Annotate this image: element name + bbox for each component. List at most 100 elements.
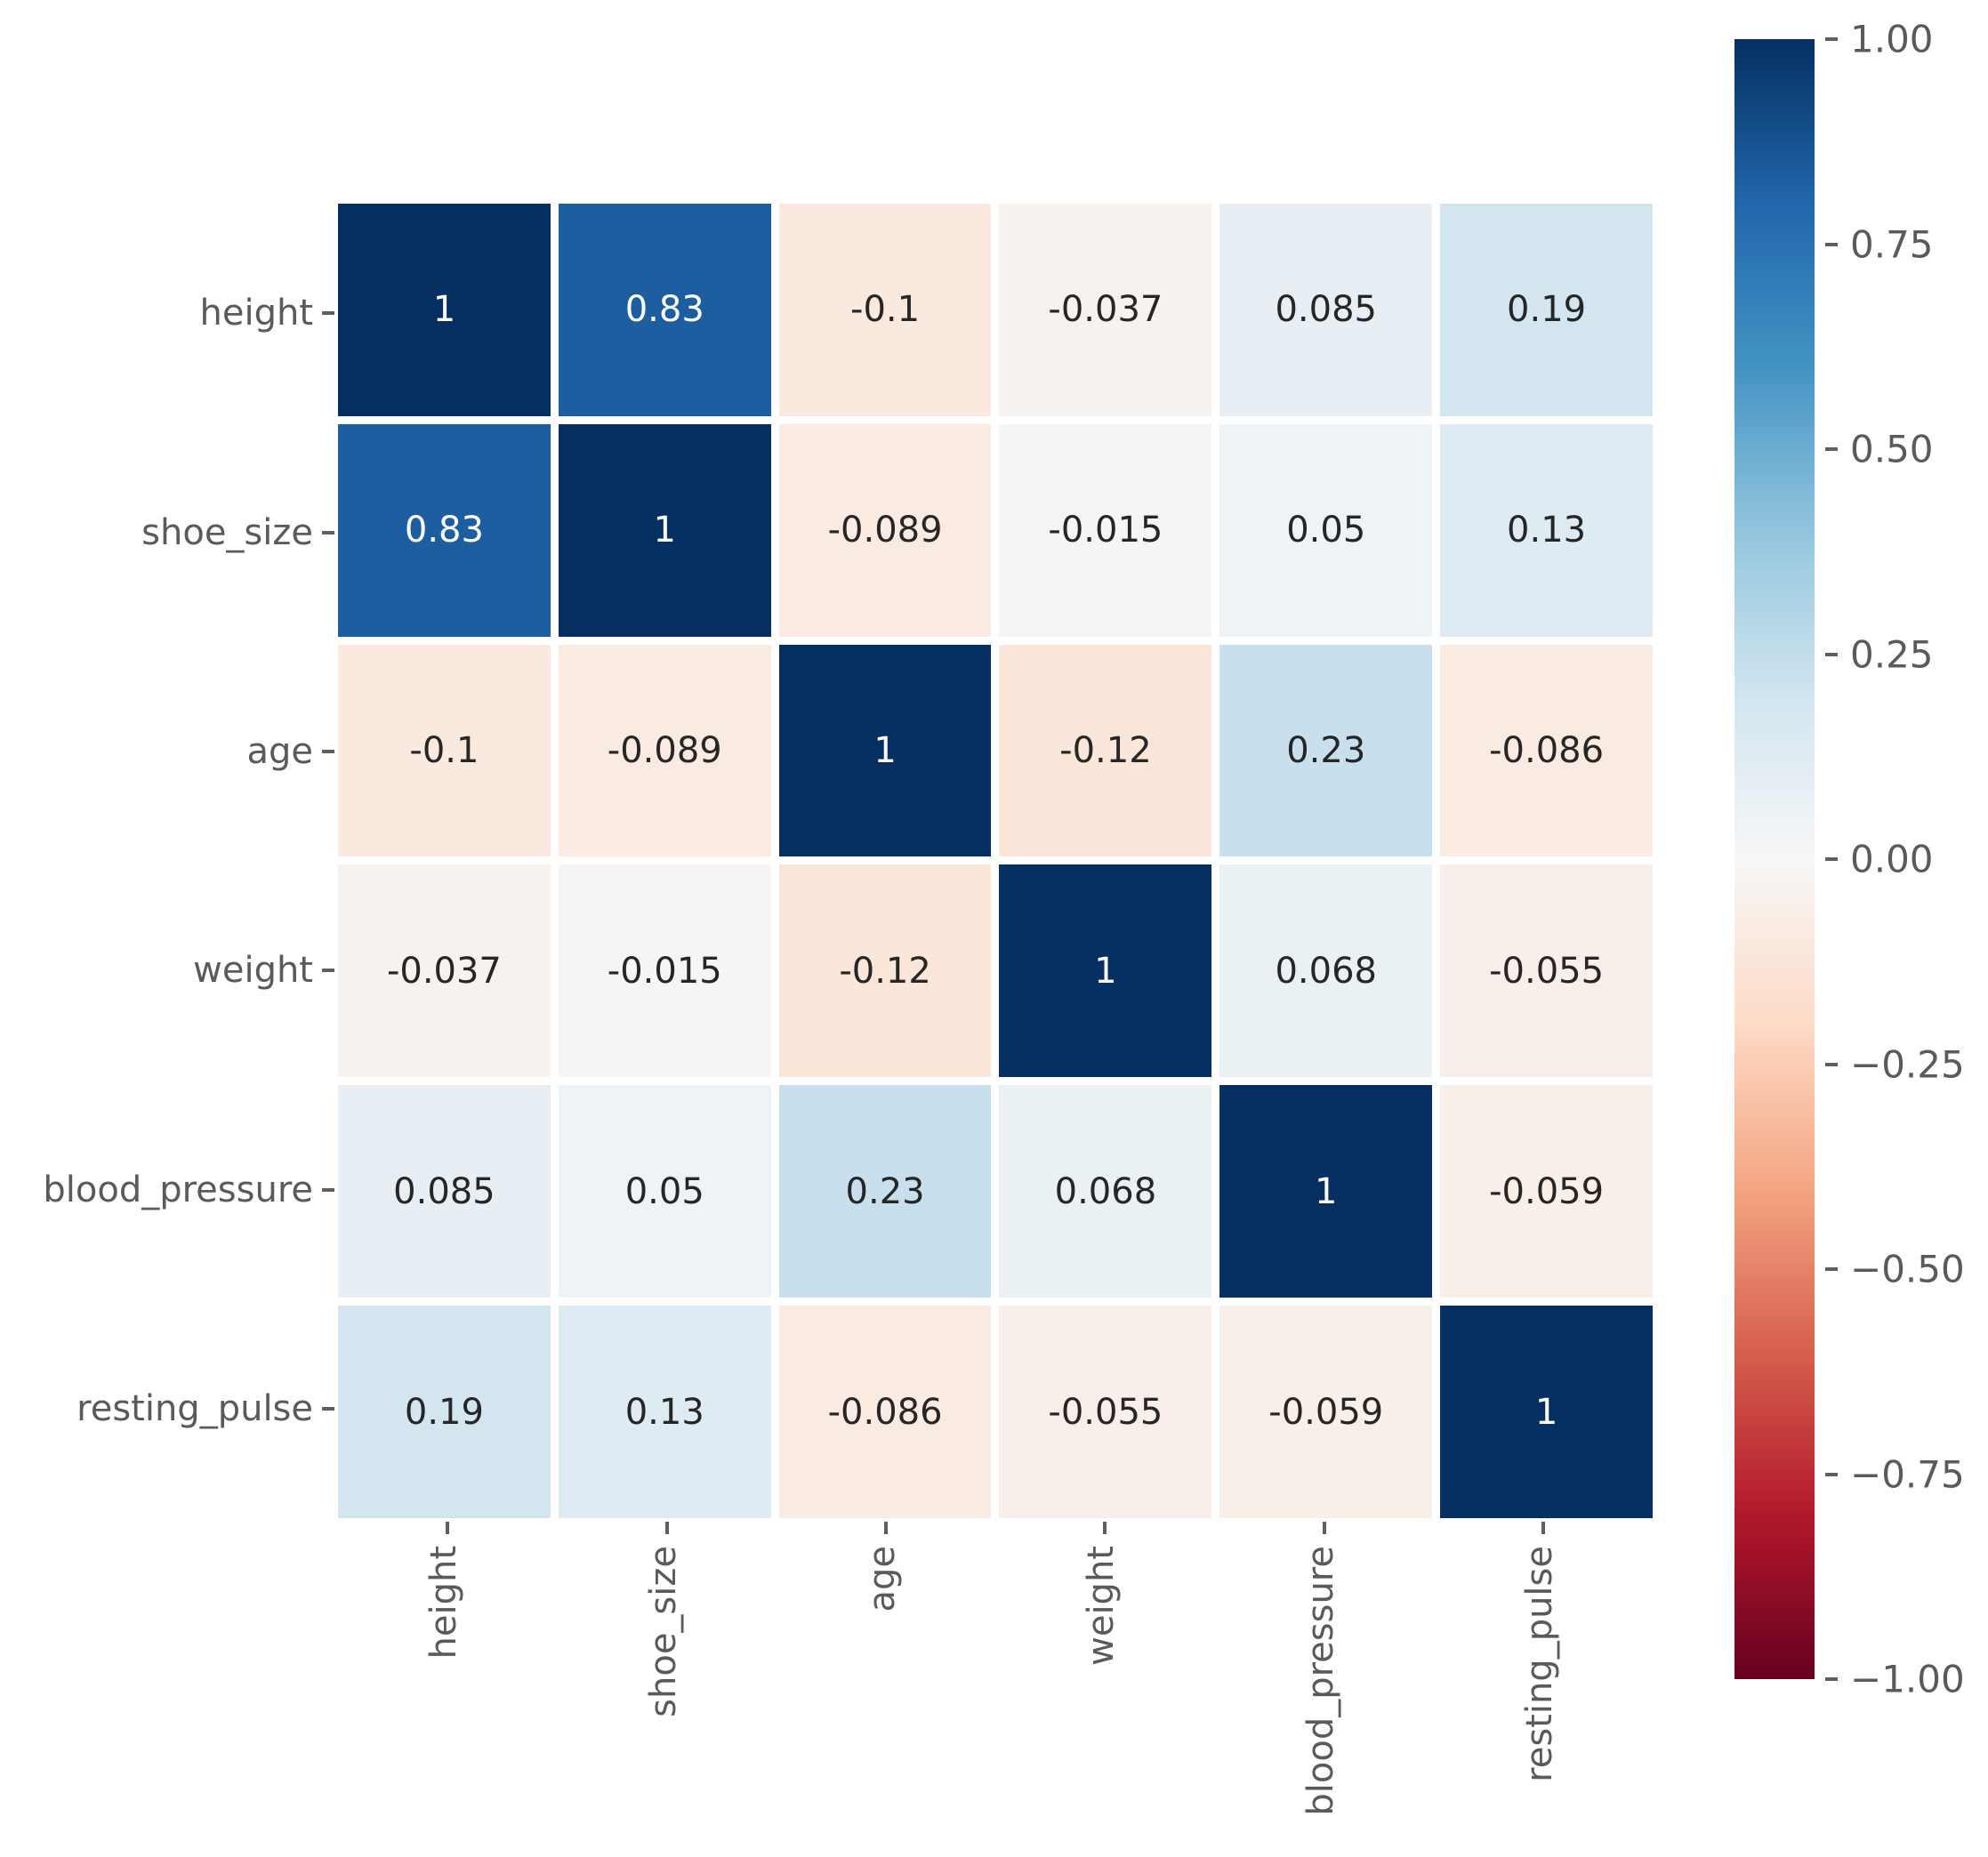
heatmap-cell-resting_pulse-height: 0.19 bbox=[338, 1306, 551, 1518]
heatmap-cell-shoe_size-shoe_size: 1 bbox=[558, 423, 771, 637]
x-tick-label-resting_pulse: resting_pulse bbox=[1518, 1546, 1560, 1782]
cell-value: 1 bbox=[873, 730, 897, 772]
y-tick-mark bbox=[322, 1187, 334, 1192]
heatmap-cell-height-height: 1 bbox=[338, 204, 551, 416]
cell-value: -0.055 bbox=[1489, 950, 1605, 992]
cell-value: -0.086 bbox=[1489, 730, 1605, 772]
cell-value: 0.085 bbox=[393, 1170, 495, 1212]
y-tick-mark bbox=[322, 530, 334, 535]
cell-value: -0.037 bbox=[1048, 289, 1163, 331]
colorbar-tick-label: 0.50 bbox=[1850, 427, 1934, 471]
x-tick-label-age: age bbox=[861, 1546, 903, 1612]
heatmap-cell-age-weight: -0.12 bbox=[999, 644, 1212, 857]
y-tick-label-shoe_size: shoe_size bbox=[141, 511, 313, 553]
y-tick-mark bbox=[322, 1406, 334, 1411]
heatmap-cell-shoe_size-resting_pulse: 0.13 bbox=[1440, 423, 1653, 637]
colorbar-tick-mark bbox=[1825, 1062, 1838, 1066]
cell-value: 0.05 bbox=[624, 1170, 704, 1212]
cell-value: 0.13 bbox=[1507, 510, 1587, 551]
heatmap-cell-shoe_size-blood_pressure: 0.05 bbox=[1219, 423, 1433, 637]
y-tick-label-resting_pulse: resting_pulse bbox=[76, 1387, 313, 1429]
colorbar-tick-mark bbox=[1825, 242, 1838, 246]
heatmap-cell-blood_pressure-height: 0.085 bbox=[338, 1085, 551, 1298]
heatmap-cell-blood_pressure-blood_pressure: 1 bbox=[1219, 1085, 1433, 1298]
colorbar-tick-mark bbox=[1825, 857, 1838, 861]
cell-value: -0.1 bbox=[409, 730, 479, 772]
colorbar-tick-mark bbox=[1825, 652, 1838, 656]
heatmap-cell-blood_pressure-age: 0.23 bbox=[778, 1085, 992, 1298]
cell-value: -0.037 bbox=[386, 950, 502, 992]
heatmap-cell-resting_pulse-weight: -0.055 bbox=[999, 1306, 1212, 1518]
heatmap-cell-weight-age: -0.12 bbox=[778, 864, 992, 1078]
y-tick-label-weight: weight bbox=[193, 950, 313, 992]
y-tick-label-age: age bbox=[246, 730, 313, 772]
heatmap-cell-weight-height: -0.037 bbox=[338, 864, 551, 1078]
heatmap-cell-resting_pulse-shoe_size: 0.13 bbox=[558, 1306, 771, 1518]
cell-value: -0.089 bbox=[827, 510, 943, 551]
heatmap-cell-resting_pulse-age: -0.086 bbox=[778, 1306, 992, 1518]
cell-value: 0.13 bbox=[624, 1391, 704, 1433]
heatmap-cell-resting_pulse-resting_pulse: 1 bbox=[1440, 1306, 1653, 1518]
colorbar-tick-mark bbox=[1825, 1267, 1838, 1271]
heatmap-cell-height-shoe_size: 0.83 bbox=[558, 204, 771, 416]
cell-value: -0.059 bbox=[1268, 1391, 1384, 1433]
heatmap-cell-age-resting_pulse: -0.086 bbox=[1440, 644, 1653, 857]
heatmap-cell-age-blood_pressure: 0.23 bbox=[1219, 644, 1433, 857]
cell-value: 1 bbox=[432, 289, 456, 331]
heatmap-cell-shoe_size-weight: -0.015 bbox=[999, 423, 1212, 637]
x-tick-mark bbox=[446, 1522, 450, 1534]
colorbar-tick-label: 1.00 bbox=[1850, 17, 1934, 61]
heatmap-cell-blood_pressure-weight: 0.068 bbox=[999, 1085, 1212, 1298]
x-tick-mark bbox=[664, 1522, 669, 1534]
heatmap-cell-weight-resting_pulse: -0.055 bbox=[1440, 864, 1653, 1078]
colorbar-tick-label: −0.75 bbox=[1850, 1452, 1965, 1496]
x-tick-mark bbox=[1103, 1522, 1107, 1534]
cell-value: 0.085 bbox=[1275, 289, 1377, 331]
heatmap-cell-height-blood_pressure: 0.085 bbox=[1219, 204, 1433, 416]
heatmap-cell-weight-weight: 1 bbox=[999, 864, 1212, 1078]
cell-value: -0.12 bbox=[839, 950, 931, 992]
cell-value: -0.015 bbox=[1048, 510, 1163, 551]
heatmap-cell-age-shoe_size: -0.089 bbox=[558, 644, 771, 857]
cell-value: -0.089 bbox=[607, 730, 722, 772]
heatmap-cell-height-resting_pulse: 0.19 bbox=[1440, 204, 1653, 416]
x-tick-mark bbox=[1322, 1522, 1326, 1534]
colorbar-tick-label: 0.75 bbox=[1850, 222, 1934, 266]
colorbar-tick-label: 0.25 bbox=[1850, 632, 1934, 676]
cell-value: -0.055 bbox=[1048, 1391, 1163, 1433]
colorbar-tick-mark bbox=[1825, 447, 1838, 451]
cell-value: 0.068 bbox=[1054, 1170, 1157, 1212]
colorbar-tick-mark bbox=[1825, 37, 1838, 41]
y-tick-label-height: height bbox=[199, 293, 314, 334]
cell-value: 1 bbox=[1094, 950, 1117, 992]
heatmap-cell-blood_pressure-resting_pulse: -0.059 bbox=[1440, 1085, 1653, 1298]
heatmap-cell-height-weight: -0.037 bbox=[999, 204, 1212, 416]
colorbar-tick-mark bbox=[1825, 1472, 1838, 1476]
heatmap-cell-age-age: 1 bbox=[778, 644, 992, 857]
cell-value: -0.015 bbox=[607, 950, 722, 992]
cell-value: 0.05 bbox=[1286, 510, 1366, 551]
heatmap-cell-blood_pressure-shoe_size: 0.05 bbox=[558, 1085, 771, 1298]
heatmap-cell-height-age: -0.1 bbox=[778, 204, 992, 416]
x-tick-label-shoe_size: shoe_size bbox=[642, 1546, 684, 1717]
cell-value: 0.83 bbox=[404, 510, 484, 551]
cell-value: 1 bbox=[653, 510, 676, 551]
colorbar-gradient bbox=[1734, 39, 1815, 1679]
heatmap-cell-weight-blood_pressure: 0.068 bbox=[1219, 864, 1433, 1078]
colorbar-tick-label: −1.00 bbox=[1850, 1657, 1965, 1701]
heatmap-cell-shoe_size-age: -0.089 bbox=[778, 423, 992, 637]
y-tick-mark bbox=[322, 311, 334, 316]
heatmap-cell-shoe_size-height: 0.83 bbox=[338, 423, 551, 637]
y-tick-mark bbox=[322, 969, 334, 973]
y-tick-mark bbox=[322, 749, 334, 753]
colorbar-tick-label: 0.00 bbox=[1850, 837, 1934, 881]
heatmap-cell-age-height: -0.1 bbox=[338, 644, 551, 857]
heatmap-cell-weight-shoe_size: -0.015 bbox=[558, 864, 771, 1078]
x-tick-label-weight: weight bbox=[1081, 1546, 1123, 1666]
cell-value: 0.23 bbox=[845, 1170, 925, 1212]
cell-value: 0.83 bbox=[624, 289, 704, 331]
colorbar-tick-label: −0.25 bbox=[1850, 1042, 1965, 1086]
y-tick-label-blood_pressure: blood_pressure bbox=[43, 1169, 313, 1210]
heatmap-grid: 1 0.83 -0.1 -0.037 0.085 0.19 0.83 1 -0.089 -0.01… bbox=[338, 204, 1653, 1518]
colorbar-tick-mark bbox=[1825, 1677, 1838, 1681]
